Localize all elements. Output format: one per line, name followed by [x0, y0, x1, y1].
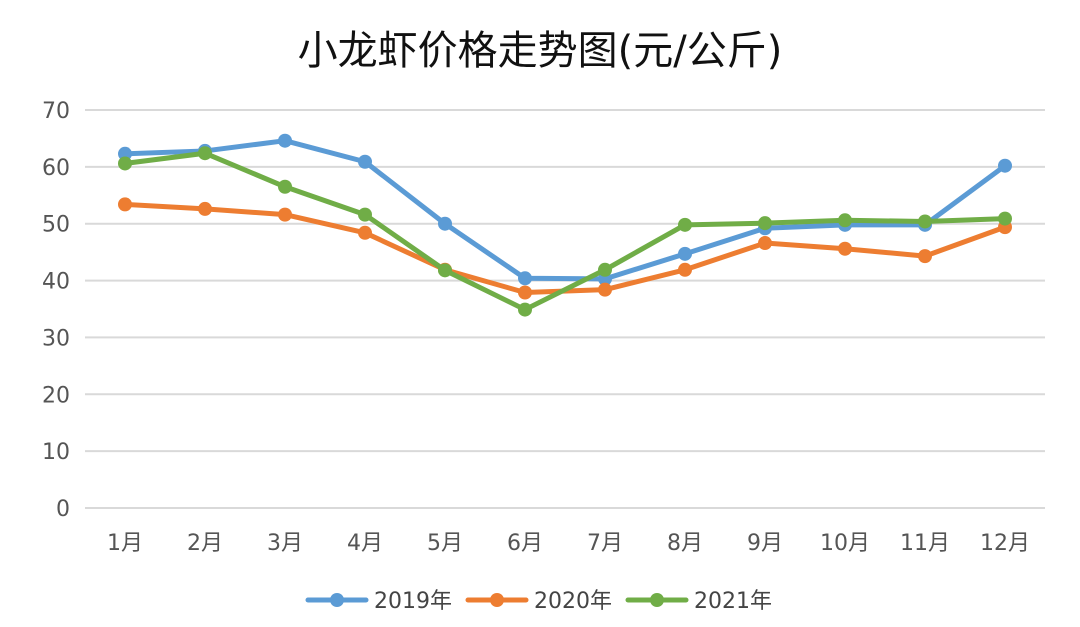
data-point [678, 217, 692, 232]
data-point [918, 214, 932, 229]
data-point [518, 302, 532, 317]
y-tick-label: 20 [42, 383, 70, 408]
legend-item: 2019年 [305, 589, 452, 614]
legend: 2019年 2020年 2021年 [305, 589, 772, 614]
x-tick-label: 7月 [587, 531, 623, 556]
legend-swatch-marker [490, 593, 504, 607]
data-point [438, 216, 452, 231]
series-2021年 [118, 146, 1012, 317]
legend-label: 2020年 [534, 589, 612, 614]
data-point [998, 158, 1012, 173]
x-tick-label: 4月 [347, 531, 383, 556]
legend-label: 2019年 [374, 589, 452, 614]
data-point [678, 246, 692, 261]
x-axis-ticks: 1月 2月 3月 4月 5月 6月 7月 8月 9月 10月 11月 12月 [107, 531, 1030, 556]
legend-swatch-marker [330, 593, 344, 607]
x-tick-label: 12月 [980, 531, 1030, 556]
x-tick-label: 1月 [107, 531, 143, 556]
data-point [118, 146, 132, 161]
x-tick-label: 9月 [747, 531, 783, 556]
data-point [198, 146, 212, 161]
y-tick-label: 60 [42, 156, 70, 181]
y-tick-label: 0 [56, 497, 70, 522]
data-point [518, 271, 532, 286]
x-tick-label: 3月 [267, 531, 303, 556]
series-line [122, 150, 1008, 313]
data-point [838, 213, 852, 228]
x-tick-label: 5月 [427, 531, 463, 556]
data-point [278, 179, 292, 194]
series-line [122, 138, 1008, 282]
legend-swatch-marker [650, 593, 664, 607]
y-tick-label: 70 [42, 99, 70, 124]
series-2020年 [118, 197, 1012, 300]
x-tick-label: 6月 [507, 531, 543, 556]
data-point [918, 249, 932, 264]
data-point [438, 263, 452, 278]
legend-label: 2021年 [694, 589, 772, 614]
data-point [358, 207, 372, 222]
data-point [518, 285, 532, 300]
chart-title: 小龙虾价格走势图(元/公斤) [297, 28, 783, 74]
data-point [598, 262, 612, 277]
data-point [758, 236, 772, 251]
data-point [838, 241, 852, 256]
data-point [358, 154, 372, 169]
y-tick-label: 50 [42, 213, 70, 238]
data-point [758, 216, 772, 231]
x-tick-label: 10月 [820, 531, 870, 556]
x-tick-label: 2月 [187, 531, 223, 556]
data-point [598, 282, 612, 297]
y-tick-label: 30 [42, 326, 70, 351]
data-point [678, 262, 692, 277]
y-axis-ticks: 0 10 20 30 40 50 60 70 [42, 99, 70, 522]
data-point [278, 207, 292, 222]
series-lines [118, 133, 1012, 317]
y-tick-label: 10 [42, 440, 70, 465]
legend-item: 2020年 [465, 589, 612, 614]
data-point [998, 211, 1012, 226]
x-tick-label: 8月 [667, 531, 703, 556]
data-point [198, 201, 212, 216]
data-point [118, 156, 132, 171]
legend-item: 2021年 [625, 589, 772, 614]
x-tick-label: 11月 [900, 531, 950, 556]
data-point [118, 197, 132, 212]
data-point [278, 133, 292, 148]
y-tick-label: 40 [42, 270, 70, 295]
data-point [358, 225, 372, 240]
gridlines [85, 109, 1045, 509]
